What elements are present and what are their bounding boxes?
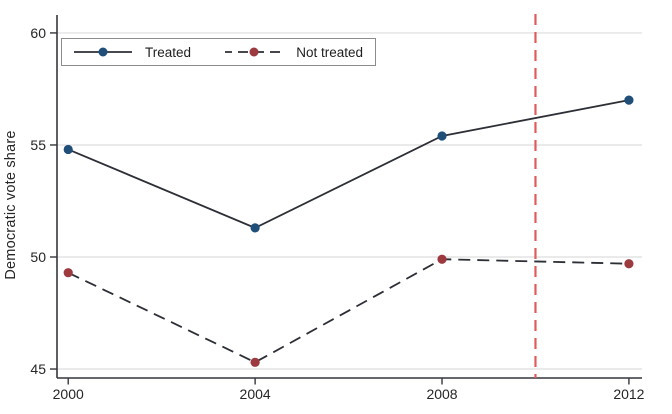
x-tick-label: 2000 bbox=[53, 386, 84, 402]
legend-label: Not treated bbox=[296, 44, 363, 60]
legend-item-not-treated: Not treated bbox=[225, 45, 363, 60]
data-point-marker bbox=[624, 259, 634, 269]
data-point-marker bbox=[250, 223, 260, 233]
legend: Treated Not treated bbox=[61, 38, 376, 66]
data-point-marker bbox=[63, 268, 73, 278]
series-line-treated bbox=[67, 99, 630, 229]
y-tick-label: 60 bbox=[30, 25, 46, 41]
legend-label: Treated bbox=[145, 44, 192, 60]
x-tick-label: 2004 bbox=[240, 386, 271, 402]
data-point-marker bbox=[63, 144, 73, 155]
y-tick-label: 55 bbox=[30, 137, 46, 153]
x-tick-label: 2012 bbox=[613, 386, 644, 402]
data-point-marker bbox=[250, 357, 260, 367]
data-point-marker bbox=[437, 254, 447, 264]
series-line-not-treated bbox=[67, 258, 629, 364]
data-point-marker bbox=[624, 95, 634, 105]
legend-item-treated: Treated bbox=[74, 45, 191, 60]
x-tick-label: 2008 bbox=[426, 386, 457, 402]
y-tick-label: 45 bbox=[30, 361, 46, 377]
legend-line-sample bbox=[74, 47, 132, 57]
legend-line-sample bbox=[225, 47, 284, 57]
y-tick-label: 50 bbox=[30, 249, 46, 265]
data-point-marker bbox=[437, 131, 447, 141]
